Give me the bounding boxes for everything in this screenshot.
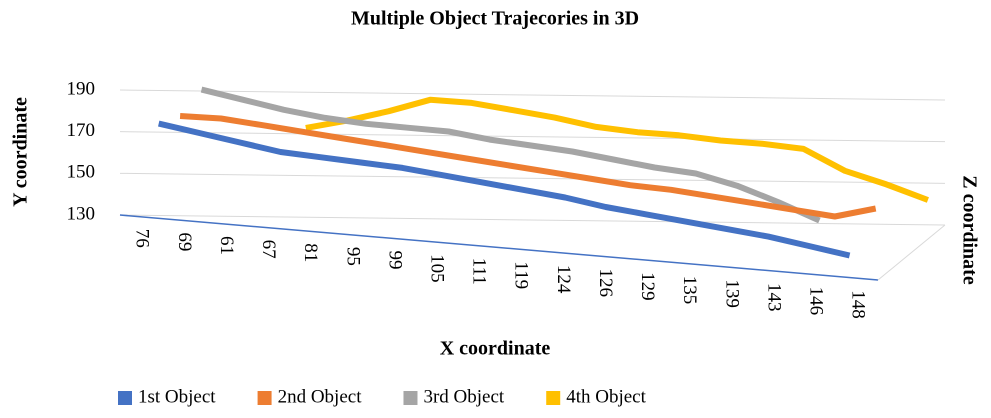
legend-label: 1st Object bbox=[138, 386, 216, 407]
grid-line bbox=[119, 89, 946, 101]
x-tick-label: 69 bbox=[174, 232, 195, 251]
x-tick-label: 124 bbox=[553, 265, 574, 294]
floor-edge bbox=[877, 224, 946, 281]
x-tick-label: 111 bbox=[469, 258, 490, 285]
x-tick-label: 129 bbox=[637, 272, 658, 301]
series-line bbox=[179, 113, 877, 220]
legend-label: 4th Object bbox=[566, 386, 646, 407]
x-axis-line bbox=[119, 214, 879, 281]
y-tick-label: 130 bbox=[67, 203, 96, 224]
grid-line bbox=[119, 172, 946, 184]
x-tick-label: 67 bbox=[258, 240, 279, 259]
x-tick-label: 105 bbox=[426, 254, 447, 282]
x-tick-label: 135 bbox=[679, 276, 700, 305]
x-tick-label: 139 bbox=[721, 279, 742, 308]
legend-swatch bbox=[118, 391, 132, 405]
legend-swatch bbox=[403, 391, 418, 405]
x-axis-title: X coordinate bbox=[440, 338, 551, 360]
series-line bbox=[158, 120, 851, 259]
chart-title: Multiple Object Trajecories in 3D bbox=[351, 8, 639, 30]
x-tick-label: 61 bbox=[216, 236, 237, 255]
x-tick-label: 119 bbox=[511, 261, 532, 289]
legend-swatch bbox=[546, 391, 561, 405]
grid-line bbox=[119, 131, 946, 143]
y-axis-title: Y coordinate bbox=[10, 97, 32, 207]
grid-line bbox=[119, 214, 946, 226]
y-tick-label: 190 bbox=[67, 78, 96, 99]
y-tick-label: 170 bbox=[67, 120, 96, 141]
legend-swatch bbox=[257, 391, 272, 405]
x-tick-label: 126 bbox=[595, 269, 616, 298]
x-tick-label: 148 bbox=[848, 290, 869, 319]
legend-label: 2nd Object bbox=[278, 386, 363, 407]
x-tick-label: 76 bbox=[132, 229, 153, 248]
x-tick-label: 99 bbox=[384, 250, 405, 269]
x-tick-label: 81 bbox=[300, 243, 321, 262]
z-axis-title: Z coordinate bbox=[958, 175, 980, 285]
series-line bbox=[305, 96, 929, 203]
x-tick-label: 95 bbox=[342, 247, 363, 266]
legend-label: 3rd Object bbox=[423, 386, 504, 407]
x-tick-label: 146 bbox=[805, 287, 826, 316]
x-tick-label: 143 bbox=[763, 283, 784, 312]
y-tick-label: 150 bbox=[67, 162, 96, 183]
series-line bbox=[200, 86, 821, 224]
